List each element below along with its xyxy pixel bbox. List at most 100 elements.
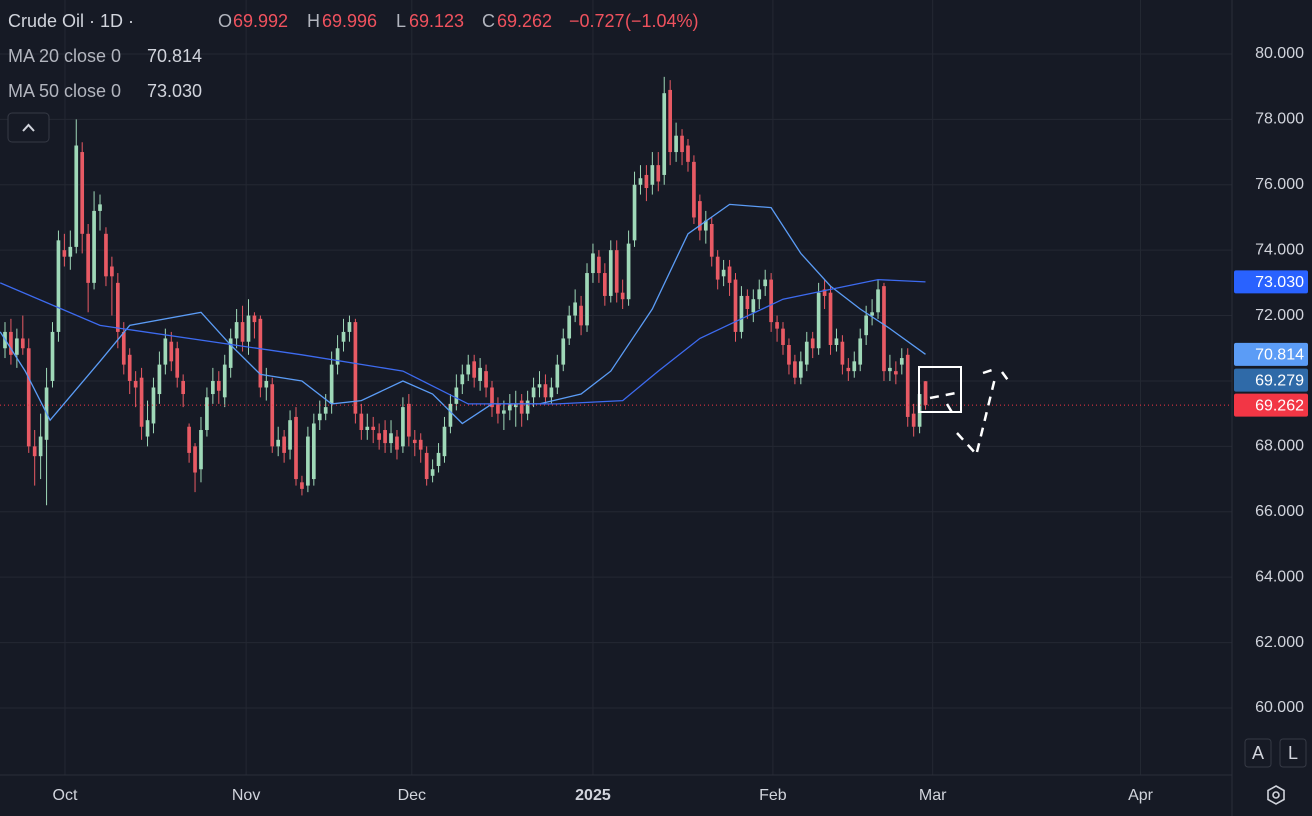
collapse-button-box[interactable]	[7, 112, 50, 143]
y-tick-label: 80.000	[1255, 45, 1304, 62]
settings-icon[interactable]	[1267, 785, 1285, 805]
candle-body	[20, 338, 25, 349]
candle-body	[585, 273, 589, 326]
candle-body	[804, 341, 809, 365]
price-label-box	[1234, 270, 1308, 294]
candle-body	[466, 364, 471, 375]
candle-body	[460, 374, 465, 385]
candle-body	[282, 436, 286, 453]
candle-body	[686, 145, 690, 162]
candle-body	[608, 250, 613, 296]
candle-body	[9, 331, 13, 355]
ohlc-label: L	[396, 11, 406, 31]
candle-body	[567, 315, 572, 339]
candle-body	[353, 322, 358, 414]
x-tick-label: Apr	[1128, 787, 1154, 804]
price-label: 70.814	[1255, 347, 1304, 364]
y-tick-label: 60.000	[1255, 699, 1304, 716]
candle-body	[454, 387, 459, 404]
candle-body	[798, 361, 803, 378]
candle-body	[442, 426, 447, 457]
candle-body	[650, 165, 655, 185]
candle-body	[496, 403, 500, 414]
candle-body	[264, 380, 269, 388]
candle-body	[145, 420, 150, 437]
candle-body	[175, 348, 180, 378]
candle-body	[882, 286, 886, 372]
candle-body	[478, 367, 482, 381]
price-label: 69.279	[1255, 372, 1304, 389]
auto-scale-button[interactable]	[1244, 738, 1272, 768]
candle-body	[341, 331, 346, 342]
candle-body	[395, 436, 399, 450]
log-scale-button[interactable]	[1279, 738, 1307, 768]
candle-body	[502, 410, 506, 414]
candle-body	[513, 403, 518, 408]
candle-body	[751, 299, 756, 313]
candle-body	[258, 318, 263, 388]
candle-body	[662, 93, 667, 175]
candle-body	[157, 364, 162, 395]
candle-body	[377, 433, 381, 440]
candle-body	[864, 315, 868, 336]
drawing-box	[918, 366, 962, 413]
candle-body	[133, 380, 138, 388]
y-tick-label: 76.000	[1255, 176, 1304, 193]
candle-body	[763, 279, 768, 287]
candle-body	[127, 354, 132, 381]
settings-button[interactable]	[1267, 785, 1285, 805]
ma-line	[0, 278, 926, 405]
candle-body	[644, 174, 649, 189]
candle-body	[211, 380, 215, 395]
candle-body	[80, 152, 85, 234]
candle-body	[311, 423, 316, 480]
change-percent: (−1.04%)	[625, 11, 699, 31]
candle-body	[424, 452, 429, 480]
candle-body	[840, 341, 845, 365]
candle-body	[329, 364, 334, 404]
candle-body	[822, 289, 827, 296]
settings-icon-center	[1272, 791, 1280, 799]
candle-body	[276, 439, 281, 447]
legend-entry[interactable]: MA 50 close 0	[8, 81, 121, 101]
candle-body	[775, 322, 779, 329]
candle-body	[199, 430, 203, 470]
candle-body	[573, 302, 577, 316]
ohlc-label: C	[482, 11, 495, 31]
candle-body	[923, 381, 928, 406]
candle-body	[626, 243, 631, 300]
x-tick-label: Feb	[759, 787, 787, 804]
auto-scale-label[interactable]: A	[1252, 743, 1264, 763]
candle-body	[745, 295, 750, 310]
candle-body	[709, 223, 714, 257]
candle-body	[793, 361, 797, 378]
candle-body	[733, 279, 738, 332]
candle-body	[846, 367, 851, 372]
candle-body	[383, 430, 387, 444]
y-tick-label: 68.000	[1255, 438, 1304, 455]
candle-body	[50, 331, 55, 381]
candle-body	[537, 384, 542, 388]
legend-value: 70.814	[147, 46, 202, 66]
candle-body	[418, 439, 423, 450]
candle-body	[240, 322, 245, 342]
log-scale-label[interactable]: L	[1288, 743, 1298, 763]
candle-body	[525, 400, 530, 414]
legend-entry[interactable]: MA 20 close 0	[8, 46, 121, 66]
candle-body	[187, 426, 191, 453]
candle-body	[68, 246, 73, 257]
collapse-button[interactable]	[7, 112, 50, 143]
candle-body	[698, 201, 702, 231]
ohlc-value: 69.992	[233, 11, 288, 31]
candle-body	[858, 338, 863, 365]
candle-body	[193, 446, 197, 473]
candle-body	[490, 387, 494, 408]
candle-body	[614, 250, 619, 293]
candle-body	[579, 305, 583, 326]
candle-body	[638, 178, 643, 185]
candle-body	[757, 289, 762, 300]
candle-body	[270, 384, 275, 447]
candle-body	[139, 377, 144, 427]
candle-body	[359, 413, 364, 431]
